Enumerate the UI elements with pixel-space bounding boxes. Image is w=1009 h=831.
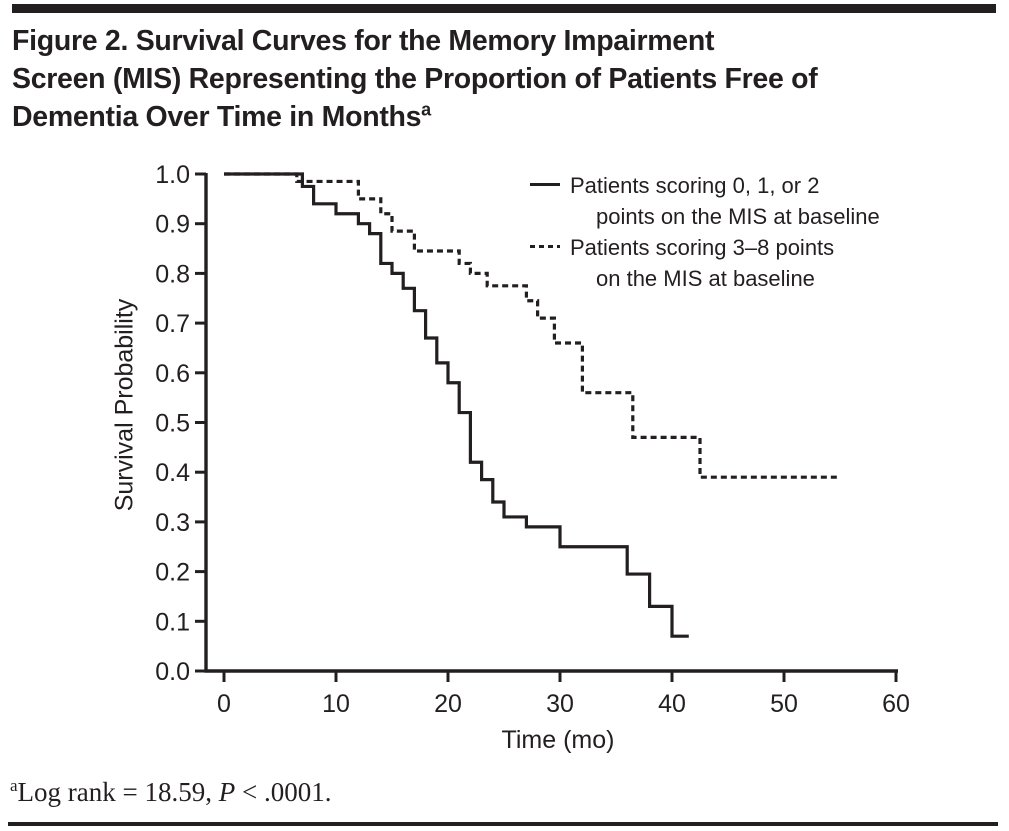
y-axis-label-text: Survival Probability (110, 298, 139, 512)
y-tick-label: 0.6 (155, 360, 190, 388)
legend-label-line: Patients scoring 0, 1, or 2 (570, 173, 820, 198)
top-rule (12, 4, 996, 13)
x-tick-label: 30 (546, 690, 574, 718)
footnote-text-end: < .0001. (235, 777, 332, 807)
y-tick-label: 0.8 (155, 260, 190, 288)
legend-entry-dashed: Patients scoring 3–8 points on the MIS a… (530, 232, 880, 294)
y-tick-label: 0.1 (155, 608, 190, 636)
x-tick-label: 0 (217, 690, 231, 718)
x-tick-label: 50 (770, 690, 798, 718)
y-tick-label: 1.0 (155, 161, 190, 189)
legend-solid-line-sample (530, 183, 560, 186)
y-tick-label: 0.9 (155, 211, 190, 239)
footnote: aLog rank = 18.59, P < .0001. (10, 777, 331, 808)
x-tick-label: 10 (322, 690, 350, 718)
title-line-3: Dementia Over Time in Monthsa (12, 98, 1002, 136)
legend: Patients scoring 0, 1, or 2 points on th… (530, 170, 880, 294)
footnote-text: Log rank = 18.59, (17, 777, 219, 807)
x-tick-label: 20 (434, 690, 462, 718)
legend-dashed-line-sample (530, 245, 560, 248)
legend-label-line: points on the MIS at baseline (596, 204, 880, 229)
legend-entry-solid: Patients scoring 0, 1, or 2 points on th… (530, 170, 880, 232)
y-tick-label: 0.5 (155, 410, 190, 438)
x-tick-label: 60 (882, 690, 910, 718)
footnote-marker: a (10, 776, 18, 795)
title-line-3-text: Dementia Over Time in Months (12, 101, 422, 133)
y-tick-label: 0.7 (155, 310, 190, 338)
footnote-italic-p: P (218, 777, 236, 807)
legend-entry-dashed-label: Patients scoring 3–8 points on the MIS a… (570, 232, 834, 294)
legend-label-line: Patients scoring 3–8 points (570, 235, 835, 260)
bottom-rule (8, 822, 998, 826)
y-tick-label: 0.4 (155, 459, 190, 487)
x-axis-label: Time (mo) (501, 726, 615, 754)
title-line-2: Screen (MIS) Representing the Proportion… (12, 63, 818, 95)
x-tick-label: 40 (658, 690, 686, 718)
y-tick-label: 0.3 (155, 509, 190, 537)
y-tick-label: 0.2 (155, 559, 190, 587)
legend-entry-solid-label: Patients scoring 0, 1, or 2 points on th… (570, 170, 880, 232)
y-tick-label: 0.0 (155, 658, 190, 686)
legend-label-line: on the MIS at baseline (596, 266, 815, 291)
figure-title: Figure 2. Survival Curves for the Memory… (12, 22, 1002, 136)
title-footnote-marker: a (421, 99, 431, 120)
title-line-1: Figure 2. Survival Curves for the Memory… (12, 25, 715, 57)
